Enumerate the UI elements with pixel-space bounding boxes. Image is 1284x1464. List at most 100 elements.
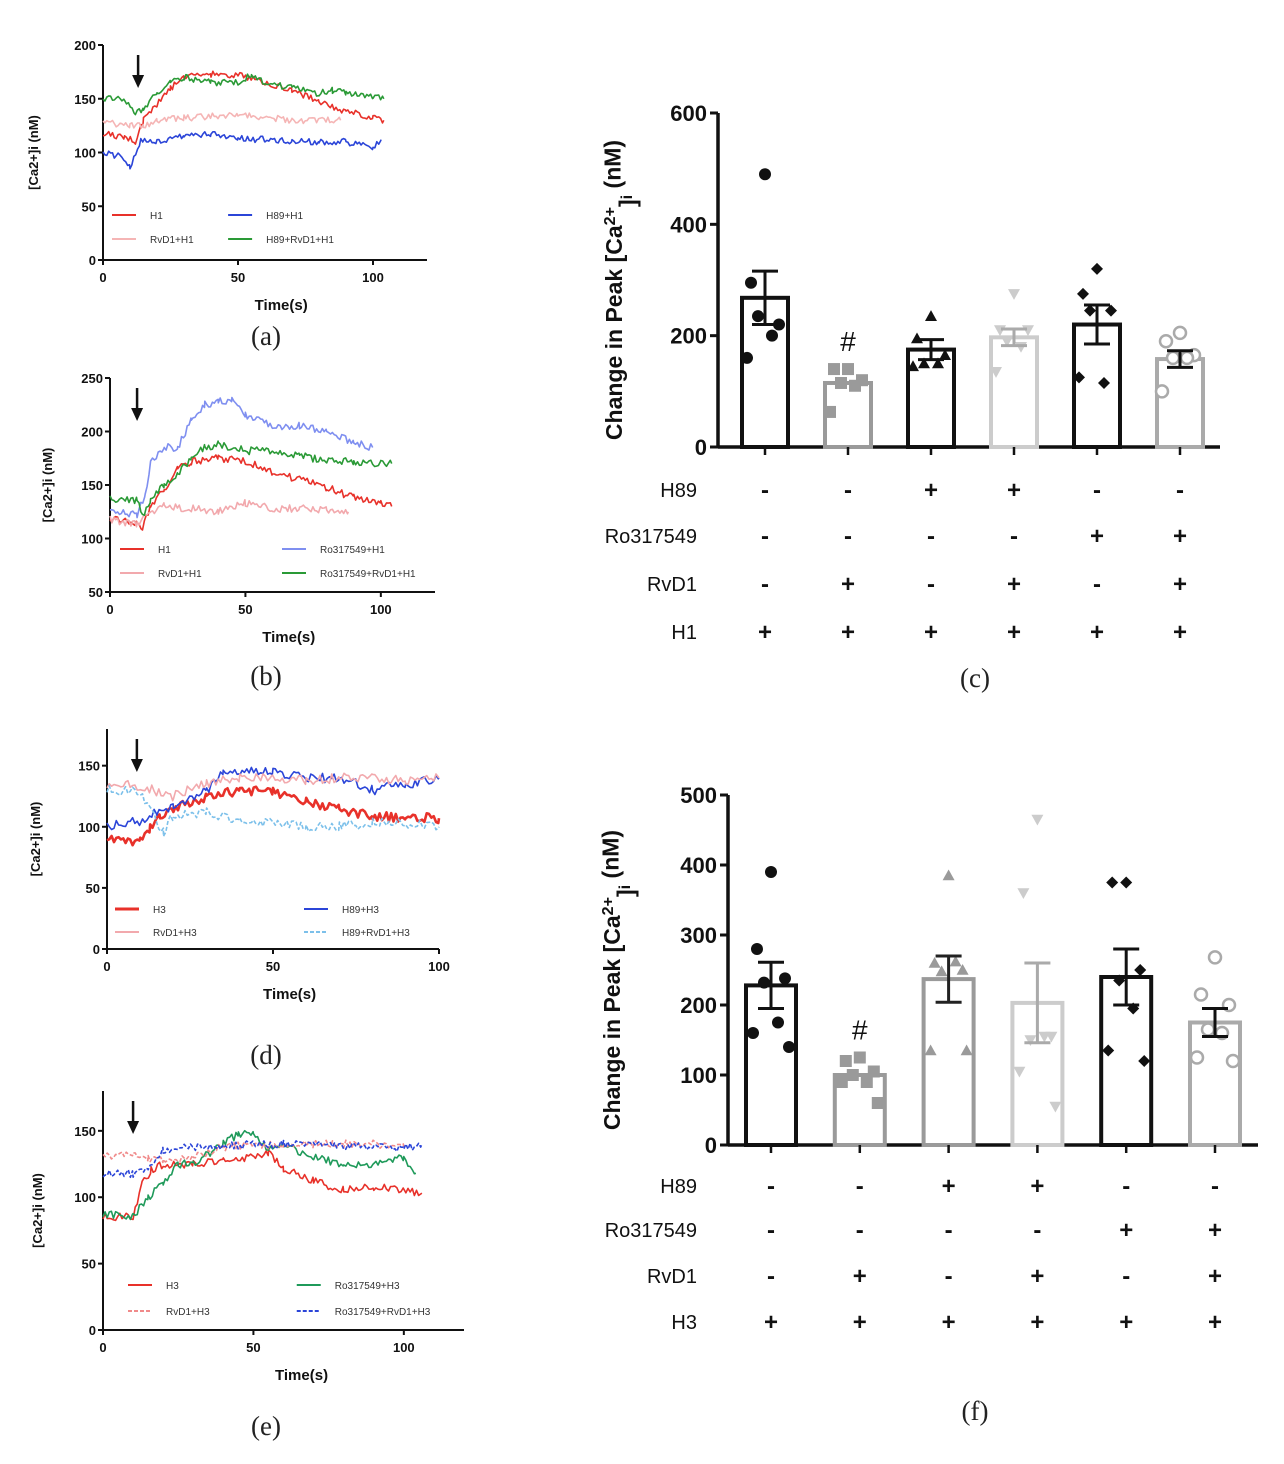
data-point-square <box>846 1069 859 1081</box>
y-tick-label: 100 <box>81 532 103 547</box>
data-point-square <box>867 1065 880 1078</box>
data-point-square <box>842 363 854 376</box>
caption-e: (e) <box>251 1411 281 1441</box>
x-tick-label: 0 <box>99 270 106 285</box>
series-line-h1 <box>109 454 393 531</box>
series-line-rvd1-h1 <box>109 499 350 528</box>
y-tick-label: 0 <box>705 1133 717 1158</box>
bar-group <box>1099 876 1154 1153</box>
legend-label: H3 <box>153 905 166 916</box>
bar-group <box>744 866 798 1153</box>
data-point-triangle-down <box>1022 325 1034 337</box>
y-tick-label: 200 <box>680 993 717 1018</box>
condition-minus: - <box>761 477 769 504</box>
condition-minus: - <box>927 571 935 598</box>
series-line-h3 <box>102 1149 423 1222</box>
data-point-open-circle <box>1225 1053 1241 1069</box>
condition-minus: - <box>856 1173 864 1200</box>
data-point-open-circle <box>1207 950 1223 965</box>
data-point-diamond <box>1098 376 1110 389</box>
condition-plus: + <box>1119 1309 1133 1336</box>
data-point-triangle <box>911 332 923 344</box>
legend-label: Ro317549+RvD1+H1 <box>320 569 416 580</box>
data-point-triangle-down <box>994 325 1006 337</box>
condition-plus: + <box>1119 1217 1133 1244</box>
condition-plus: + <box>853 1263 867 1290</box>
data-point-triangle <box>918 357 930 369</box>
series-line-ro317549-h3 <box>102 1129 417 1221</box>
y-tick-label: 100 <box>74 146 96 161</box>
series-line-h89-rvd1-h3 <box>106 785 440 838</box>
x-tick-label: 0 <box>103 959 110 974</box>
y-tick-label: 100 <box>78 820 100 835</box>
bar-group <box>1072 262 1122 455</box>
legend-label: RvD1+H1 <box>158 569 202 580</box>
data-point-square <box>835 1076 848 1088</box>
condition-plus: + <box>1030 1173 1044 1200</box>
condition-minus: - <box>1010 523 1018 550</box>
condition-plus: + <box>1090 619 1104 646</box>
series-line-ro317549-h1 <box>109 396 374 519</box>
condition-plus: + <box>841 619 855 646</box>
bar-group <box>1010 814 1065 1153</box>
y-axis-label: [Ca2+]i (nM) <box>30 1173 45 1248</box>
caption-a: (a) <box>251 321 281 351</box>
condition-plus: + <box>841 571 855 598</box>
condition-plus: + <box>1030 1309 1044 1336</box>
bar-chart-f: 0 100 200 300 400 500 Change in Peak [Ca2+]i (… <box>598 783 1258 1336</box>
data-point-circle <box>783 1041 795 1053</box>
y-tick-label: 400 <box>670 212 707 237</box>
data-point-circle <box>741 351 753 364</box>
condition-label: H1 <box>671 622 697 644</box>
data-point-triangle <box>935 965 948 977</box>
y-tick-label: 200 <box>670 324 707 349</box>
condition-plus: + <box>758 619 772 646</box>
legend-label: RvD1+H3 <box>166 1307 210 1318</box>
condition-label: H89 <box>660 480 697 502</box>
data-point-circle <box>773 318 785 331</box>
condition-minus: - <box>767 1217 775 1244</box>
significance-annotation: # <box>852 1015 868 1046</box>
condition-label: H3 <box>671 1312 697 1334</box>
data-point-open-circle <box>1158 333 1174 349</box>
bar-group <box>740 168 790 455</box>
condition-minus: - <box>945 1263 953 1290</box>
condition-minus: - <box>945 1217 953 1244</box>
bar-group <box>989 289 1039 455</box>
x-axis-label: Time(s) <box>255 297 308 314</box>
caption-c: (c) <box>960 663 990 693</box>
data-point-triangle-down <box>990 367 1002 378</box>
data-point-square <box>860 1076 873 1088</box>
condition-plus: + <box>1208 1217 1222 1244</box>
data-point-circle <box>766 329 778 342</box>
y-tick-label: 500 <box>680 783 717 808</box>
condition-minus: - <box>1093 571 1101 598</box>
data-point-triangle-down <box>1031 814 1044 826</box>
condition-minus: - <box>927 523 935 550</box>
condition-plus: + <box>1007 619 1021 646</box>
condition-plus: + <box>1173 523 1187 550</box>
data-point-square <box>828 363 840 376</box>
series-line-h89-h1 <box>102 131 382 170</box>
data-point-triangle <box>960 1044 973 1056</box>
data-point-diamond <box>1106 876 1119 889</box>
stimulus-arrow-icon <box>131 408 144 421</box>
y-tick-label: 0 <box>93 942 100 957</box>
data-point-open-circle <box>1154 384 1170 399</box>
data-point-open-circle <box>1189 1050 1205 1065</box>
condition-minus: - <box>844 477 852 504</box>
data-point-triangle-down <box>1024 1035 1037 1046</box>
y-tick-label: 150 <box>81 478 103 493</box>
data-point-circle <box>745 276 757 289</box>
bar-group: # <box>823 326 873 455</box>
legend-label: RvD1+H3 <box>153 928 197 939</box>
data-point-open-circle <box>1172 325 1188 341</box>
significance-annotation: # <box>840 326 856 357</box>
data-point-triangle-down <box>1017 888 1030 899</box>
condition-minus: - <box>1033 1217 1041 1244</box>
condition-plus: + <box>1173 619 1187 646</box>
x-axis-label: Time(s) <box>275 1367 328 1384</box>
x-tick-label: 0 <box>99 1340 106 1355</box>
data-point-open-circle <box>1165 350 1181 366</box>
